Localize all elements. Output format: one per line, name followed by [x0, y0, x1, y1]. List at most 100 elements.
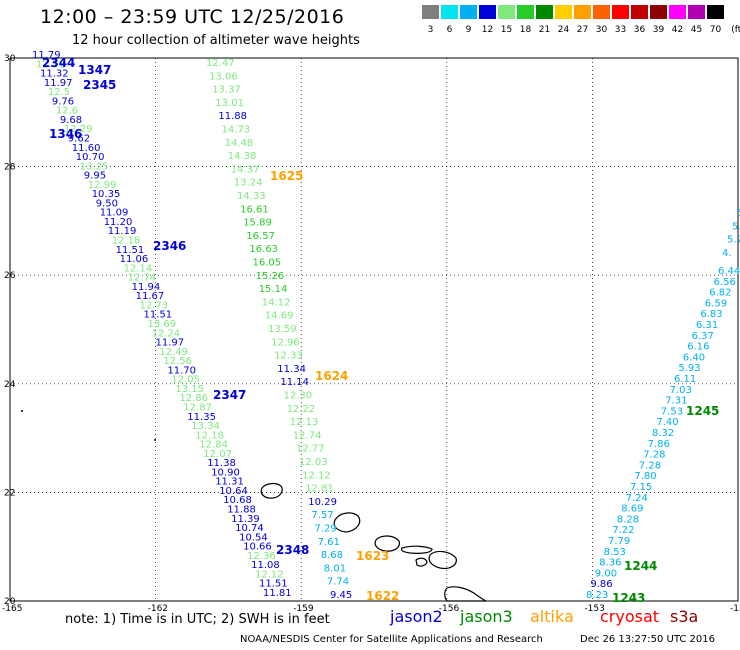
wave-height-value: 11.35	[187, 412, 216, 423]
wave-height-value: 11.94	[132, 282, 161, 293]
legend-label: 30	[595, 25, 608, 35]
wave-height-value: 7.28	[643, 450, 665, 461]
legend-label: 3	[427, 25, 434, 35]
islet-dot	[154, 439, 156, 441]
wave-height-value: 12.29	[64, 124, 93, 135]
wave-height-value: 12.12	[302, 470, 331, 481]
wave-height-value: 11.51	[116, 245, 145, 256]
wave-height-value: 11.31	[215, 477, 244, 488]
wave-height-value: 9.00	[595, 568, 617, 579]
wave-height-value: 7.31	[665, 396, 687, 407]
islet-dot	[21, 410, 23, 412]
legend-swatch	[574, 5, 591, 19]
pass-number-label: 2345	[83, 78, 116, 92]
wave-height-value: 10.35	[92, 189, 121, 200]
pass-number-label: 1625	[270, 169, 303, 183]
pass-number-label: 1243	[612, 591, 645, 605]
wave-height-value: 11.39	[231, 514, 260, 525]
satellite-name-cryosat: cryosat	[600, 607, 660, 626]
wave-height-value: 7.40	[656, 417, 678, 428]
wave-height-value: 12.12	[255, 569, 284, 580]
lon-tick-label: -159	[293, 604, 314, 614]
wave-height-value: 13.15	[175, 384, 204, 395]
legend-label: 6	[446, 25, 453, 35]
wave-height-value: 12.99	[88, 180, 117, 191]
wave-height-value: 13.37	[212, 85, 241, 96]
wave-height-value: 7.22	[612, 525, 634, 536]
wave-height-value: 6.44	[718, 266, 740, 277]
legend-label: 36	[633, 25, 646, 35]
wave-height-value: 12.5	[48, 87, 70, 98]
wave-height-value: 7.57	[311, 510, 333, 521]
wave-height-value: 12.6	[56, 106, 78, 117]
wave-height-value: 12.74	[128, 273, 157, 284]
wave-height-value: 9.68	[60, 115, 82, 126]
wave-height-value: 11.81	[263, 588, 292, 599]
pass-number-label: 2347	[213, 388, 246, 402]
wave-height-value: 9.45	[330, 590, 352, 601]
satellite-name-s3a: s3a	[670, 607, 699, 626]
wave-height-value: 12.03	[299, 457, 328, 468]
pass-number-label: 1623	[356, 549, 389, 563]
lat-tick-label: 30	[4, 54, 16, 64]
island-kauai	[333, 512, 361, 533]
wave-height-value: 11.79	[32, 50, 61, 61]
wave-height-value: 11.97	[156, 338, 185, 349]
wave-height-value: 14.12	[262, 297, 291, 308]
lat-tick-label: 22	[4, 488, 15, 498]
wave-height-value: 12.05	[171, 375, 200, 386]
wave-height-value: 6.16	[687, 342, 709, 353]
legend-swatch	[631, 5, 648, 19]
wave-height-value: 12.47	[206, 58, 235, 69]
lon-tick-label: -156	[439, 604, 460, 614]
wave-height-value: 12.77	[296, 444, 325, 455]
wave-height-value: 14.73	[222, 125, 251, 136]
wave-height-value: 11.51	[144, 310, 173, 321]
legend-swatch	[555, 5, 572, 19]
wave-height-value: 8.68	[321, 550, 343, 561]
legend-label: 24	[557, 25, 570, 35]
wave-height-value: 10.64	[219, 486, 248, 497]
wave-height-value: 13.01	[215, 98, 244, 109]
wave-height-value: 6.11	[674, 374, 696, 385]
page-title: 12:00 – 23:59 UTC 12/25/2016	[40, 6, 345, 28]
wave-height-value: 12.74	[293, 430, 322, 441]
island-lanai	[415, 557, 428, 567]
wave-height-value: 12.87	[183, 403, 212, 414]
wave-height-value: 11.20	[104, 217, 133, 228]
wave-height-value: 15.89	[243, 218, 272, 229]
wave-height-value: 7.15	[630, 482, 652, 493]
hawaii-islands	[21, 410, 487, 602]
lat-tick-label: 28	[4, 163, 16, 173]
island-niihau	[260, 482, 283, 499]
wave-height-value: 13.06	[209, 71, 238, 82]
legend-swatch	[650, 5, 667, 19]
wave-height-value: 9.86	[590, 579, 612, 590]
wave-height-value: 5.88	[732, 221, 740, 232]
generated-timestamp: Dec 26 13:27:50 UTC 2016	[580, 634, 715, 645]
wave-height-value: 6.83	[700, 309, 722, 320]
wave-height-value: 16.63	[249, 244, 278, 255]
legend-unit: (ft)	[731, 25, 740, 35]
wave-height-value: 11.32	[40, 69, 69, 80]
wave-height-value: 12.18	[112, 236, 141, 247]
wave-height-value: 12.81	[305, 484, 334, 495]
wave-height-value: 10.68	[223, 495, 252, 506]
map-gridlines	[10, 58, 738, 601]
wave-height-value: 12.30	[284, 391, 313, 402]
legend-label: 27	[576, 25, 589, 35]
wave-height-value: 10.29	[308, 497, 337, 508]
wave-height-value: 14.48	[225, 138, 254, 149]
pass-number-label: 2346	[153, 239, 186, 253]
legend-swatch	[422, 5, 439, 19]
lon-tick-label: -165	[2, 604, 22, 614]
wave-height-value: 9.62	[68, 134, 90, 145]
wave-height-value: 11.14	[280, 377, 309, 388]
wave-height-value: 11.08	[251, 560, 280, 571]
wave-height-value: 8.36	[599, 558, 621, 569]
lat-tick-label: 26	[4, 271, 16, 281]
wave-height-value: 13.24	[234, 178, 263, 189]
legend-swatch	[498, 5, 515, 19]
legend-label: 15	[500, 25, 513, 35]
wave-height-value: 9.95	[84, 171, 106, 182]
